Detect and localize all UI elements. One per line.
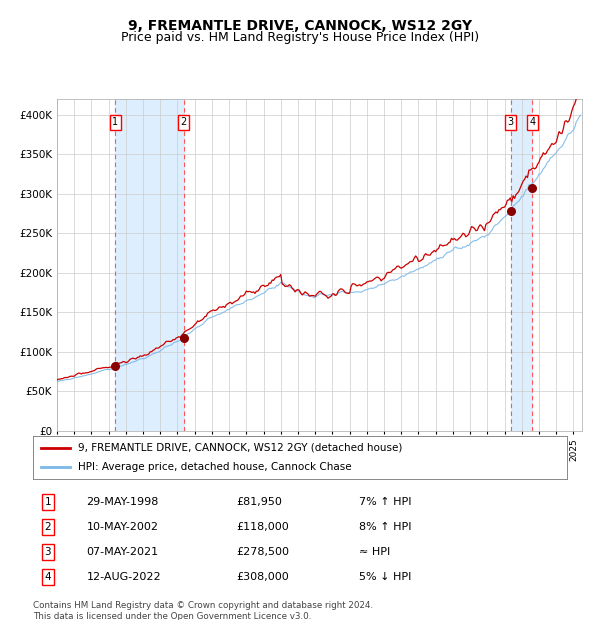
Text: 4: 4 <box>44 572 51 582</box>
Text: 8% ↑ HPI: 8% ↑ HPI <box>359 522 411 532</box>
Text: 5% ↓ HPI: 5% ↓ HPI <box>359 572 411 582</box>
Text: ≈ HPI: ≈ HPI <box>359 547 390 557</box>
Text: 1: 1 <box>112 117 118 128</box>
Bar <box>115 99 184 431</box>
Text: 4: 4 <box>529 117 535 128</box>
Text: 3: 3 <box>44 547 51 557</box>
Text: 10-MAY-2002: 10-MAY-2002 <box>86 522 158 532</box>
Text: £308,000: £308,000 <box>236 572 289 582</box>
Text: 2: 2 <box>44 522 51 532</box>
Text: £118,000: £118,000 <box>236 522 289 532</box>
Text: £81,950: £81,950 <box>236 497 282 507</box>
Text: 1: 1 <box>44 497 51 507</box>
Text: 3: 3 <box>508 117 514 128</box>
Bar <box>511 99 532 431</box>
Text: HPI: Average price, detached house, Cannock Chase: HPI: Average price, detached house, Cann… <box>79 463 352 472</box>
Text: Contains HM Land Registry data © Crown copyright and database right 2024.
This d: Contains HM Land Registry data © Crown c… <box>33 601 373 620</box>
Text: 2: 2 <box>181 117 187 128</box>
Text: £278,500: £278,500 <box>236 547 289 557</box>
Text: 9, FREMANTLE DRIVE, CANNOCK, WS12 2GY (detached house): 9, FREMANTLE DRIVE, CANNOCK, WS12 2GY (d… <box>79 443 403 453</box>
Text: 9, FREMANTLE DRIVE, CANNOCK, WS12 2GY: 9, FREMANTLE DRIVE, CANNOCK, WS12 2GY <box>128 19 472 33</box>
Text: 12-AUG-2022: 12-AUG-2022 <box>86 572 161 582</box>
Text: Price paid vs. HM Land Registry's House Price Index (HPI): Price paid vs. HM Land Registry's House … <box>121 31 479 44</box>
Text: 7% ↑ HPI: 7% ↑ HPI <box>359 497 411 507</box>
Text: 07-MAY-2021: 07-MAY-2021 <box>86 547 158 557</box>
Text: 29-MAY-1998: 29-MAY-1998 <box>86 497 159 507</box>
